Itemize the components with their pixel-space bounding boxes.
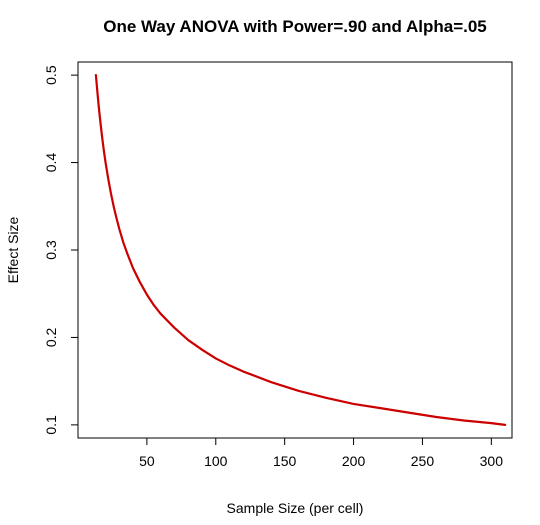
series-line — [94, 74, 507, 426]
x-tick-label: 250 — [411, 453, 435, 469]
chart-title: One Way ANOVA with Power=.90 and Alpha=.… — [103, 17, 487, 36]
x-axis: 50 100 150 200 250 300 — [139, 437, 504, 469]
x-tick-label: 200 — [342, 453, 366, 469]
y-tick-label: 0.1 — [43, 415, 59, 435]
y-axis: 0.1 0.2 0.3 0.4 0.5 — [43, 65, 79, 435]
x-tick-label: 50 — [139, 453, 155, 469]
x-axis-label: Sample Size (per cell) — [227, 500, 364, 516]
y-tick-label: 0.2 — [43, 328, 59, 348]
x-tick-label: 300 — [480, 453, 504, 469]
x-tick-label: 150 — [273, 453, 297, 469]
plot-area — [77, 61, 513, 439]
y-tick-label: 0.5 — [43, 65, 59, 85]
x-tick-label: 100 — [204, 453, 228, 469]
series-group — [94, 74, 507, 426]
y-tick-label: 0.3 — [43, 240, 59, 260]
y-tick-label: 0.4 — [43, 153, 59, 173]
y-axis-label: Effect Size — [5, 216, 21, 283]
